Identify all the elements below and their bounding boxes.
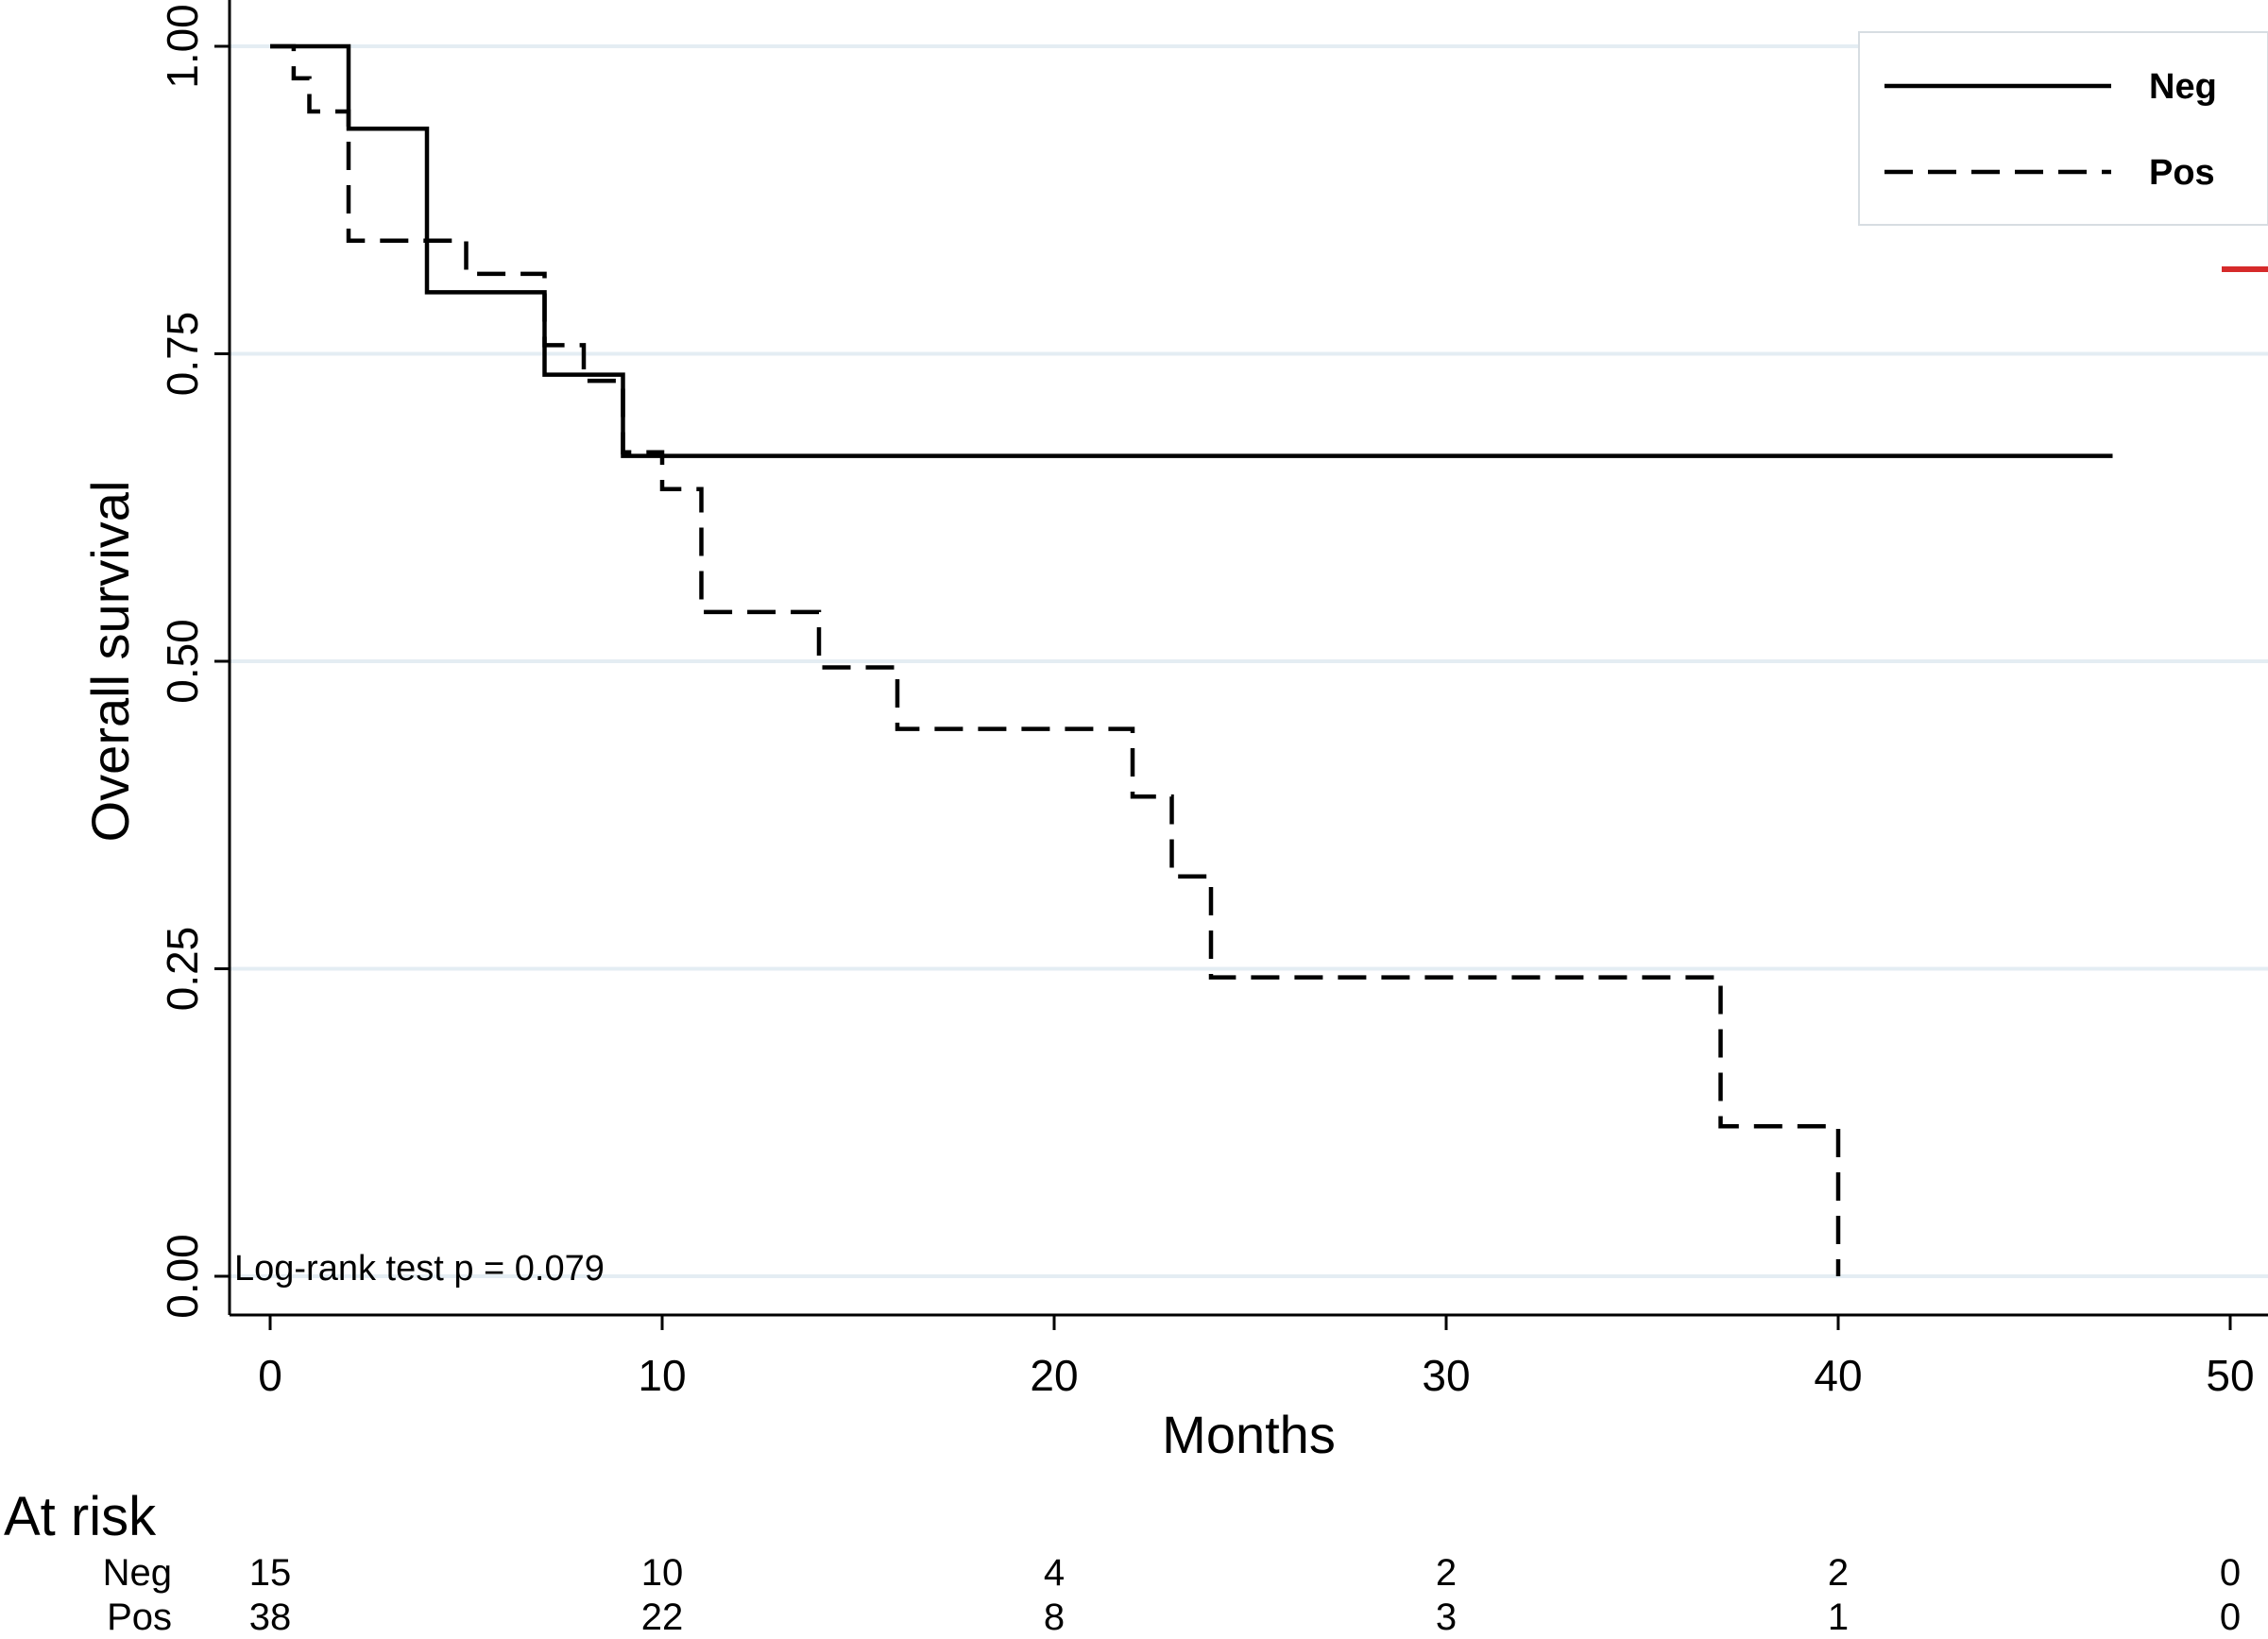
at-risk-value-pos: 8	[1044, 1596, 1065, 1638]
at-risk-row-label-pos: Pos	[107, 1596, 172, 1638]
legend-label-pos: Pos	[2149, 153, 2215, 193]
y-tick-label: 0.50	[158, 619, 207, 704]
y-tick-label: 0.25	[158, 927, 207, 1012]
series-line-pos	[270, 43, 1841, 1276]
at-risk-value-neg: 15	[249, 1552, 292, 1594]
at-risk-value-neg: 4	[1044, 1552, 1065, 1594]
log-rank-annotation: Log-rank test p = 0.079	[234, 1249, 605, 1289]
series-line-neg	[270, 43, 2113, 458]
at-risk-value-pos: 3	[1436, 1596, 1457, 1638]
legend: Neg Pos	[1858, 31, 2268, 226]
grid-lines	[230, 44, 2268, 1278]
x-tick-label: 50	[2206, 1351, 2254, 1400]
legend-label-neg: Neg	[2149, 67, 2217, 107]
at-risk-value-pos: 0	[2220, 1596, 2241, 1638]
y-tick-label: 0.75	[158, 312, 207, 397]
x-tick-label: 20	[1030, 1351, 1078, 1400]
at-risk-value-pos: 38	[249, 1596, 292, 1638]
at-risk-value-neg: 0	[2220, 1552, 2241, 1594]
x-tick-label: 30	[1422, 1351, 1470, 1400]
axes: 0.00 0.25 0.50 0.75 1.00 0 10 20 30 40 50	[158, 0, 2268, 1400]
at-risk-row-label-neg: Neg	[103, 1552, 172, 1594]
legend-box	[1858, 31, 2268, 226]
at-risk-value-pos: 22	[641, 1596, 684, 1638]
y-tick-label: 0.00	[158, 1234, 207, 1319]
at-risk-title: At risk	[4, 1486, 157, 1547]
at-risk-value-neg: 10	[641, 1552, 684, 1594]
x-tick-label: 0	[258, 1351, 282, 1400]
at-risk-value-pos: 1	[1828, 1596, 1849, 1638]
y-axis-label: Overall survival	[80, 481, 140, 843]
series-lines	[270, 43, 2113, 1276]
x-tick-label: 10	[638, 1351, 686, 1400]
y-tick-label: 1.00	[158, 4, 207, 89]
at-risk-values: 15 10 4 2 2 038 22 8 3 1 0	[249, 1552, 2241, 1638]
x-tick-label: 40	[1814, 1351, 1862, 1400]
x-axis-label: Months	[1162, 1405, 1336, 1464]
at-risk-value-neg: 2	[1436, 1552, 1457, 1594]
at-risk-value-neg: 2	[1828, 1552, 1849, 1594]
